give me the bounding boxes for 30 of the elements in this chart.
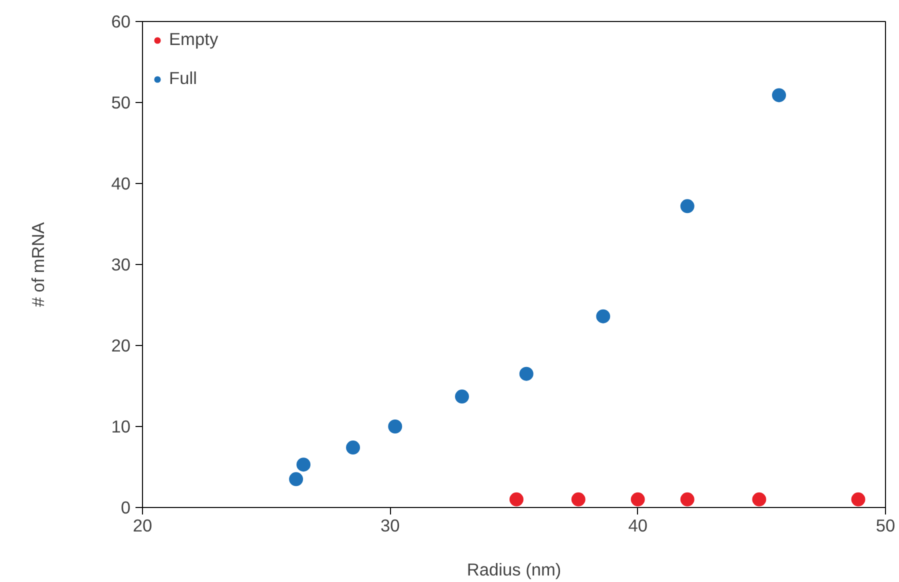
point: [571, 492, 586, 506]
point: [630, 492, 645, 506]
legend-label: Full: [169, 68, 197, 89]
legend-label: Empty: [169, 29, 218, 50]
point: [509, 492, 524, 506]
x-tick-label: 30: [380, 516, 400, 536]
point: [851, 492, 866, 506]
x-tick-label: 20: [132, 516, 152, 536]
y-tick-label: 0: [120, 498, 131, 518]
point: [680, 199, 694, 214]
x-tick-label: 50: [876, 516, 896, 536]
point: [346, 440, 360, 455]
point: [596, 309, 610, 324]
point: [388, 420, 402, 434]
y-tick-label: 50: [111, 92, 131, 112]
y-tick-label: 20: [111, 336, 131, 356]
y-tick-label: 60: [111, 12, 131, 32]
y-tick-label: 10: [111, 416, 131, 436]
y-tick-label: 40: [111, 174, 131, 194]
x-tick-label: 40: [628, 516, 648, 536]
point: [680, 492, 694, 506]
point: [289, 472, 304, 486]
y-tick-label: 30: [111, 254, 131, 274]
point: [519, 366, 534, 381]
x-axis-title: Radius (nm): [466, 560, 562, 580]
point: [752, 492, 766, 506]
point: [454, 390, 469, 404]
y-axis-title: # of mRNA: [28, 222, 48, 307]
point: [296, 458, 310, 472]
point: [772, 88, 786, 102]
